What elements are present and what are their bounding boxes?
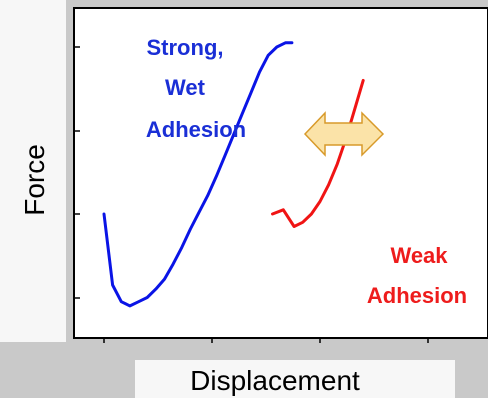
annotation-strong: Strong, xyxy=(147,35,224,60)
label-band-bottom xyxy=(135,360,455,398)
y-axis-label: Force xyxy=(19,144,50,216)
annotation-adhesion-strong: Adhesion xyxy=(146,117,246,142)
x-axis-label: Displacement xyxy=(190,365,360,396)
label-band-left xyxy=(0,0,66,342)
annotation-adhesion-weak: Adhesion xyxy=(367,283,467,308)
annotation-wet: Wet xyxy=(165,75,206,100)
y-ticks xyxy=(74,46,80,299)
double-arrow-icon xyxy=(303,111,385,157)
plot-area xyxy=(73,7,488,339)
annotation-weak: Weak xyxy=(390,243,448,268)
x-ticks xyxy=(103,338,429,343)
strong-adhesion-curve xyxy=(102,41,294,308)
